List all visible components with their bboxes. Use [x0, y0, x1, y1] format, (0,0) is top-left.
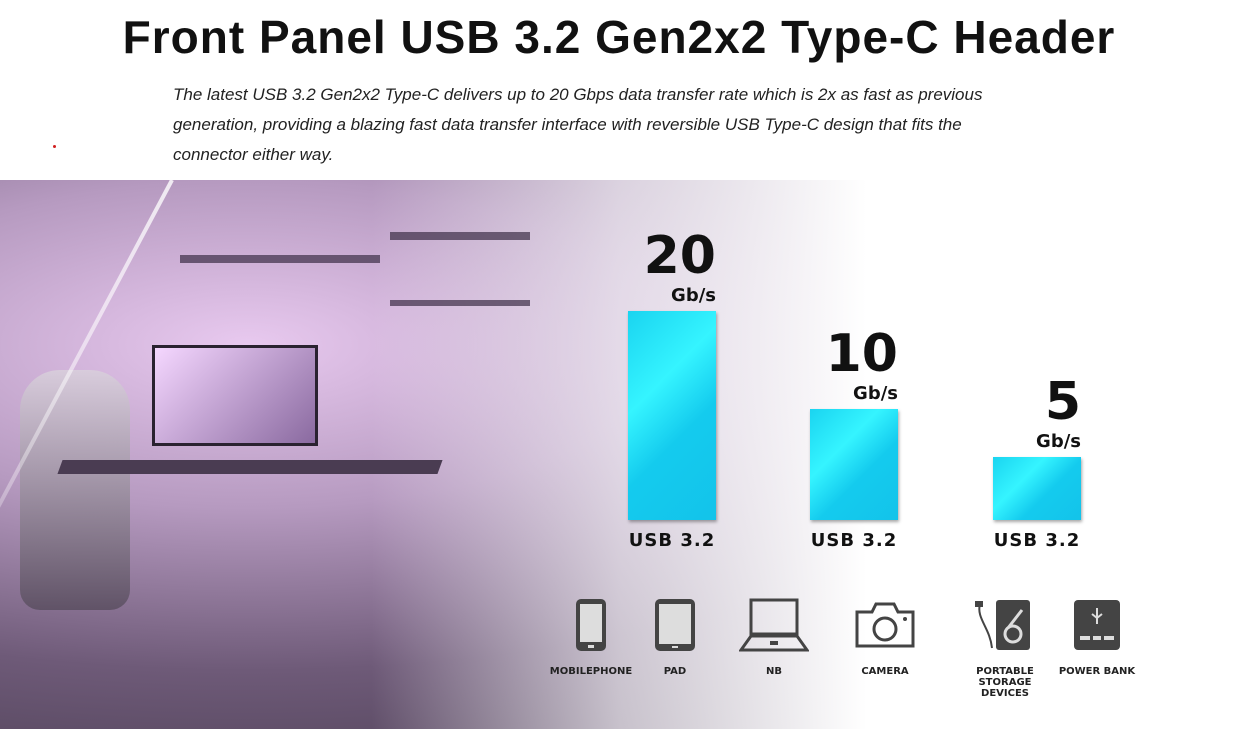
monitor [152, 345, 318, 446]
category-label: USB 3.2 [993, 530, 1081, 551]
device-pad: PAD [633, 598, 717, 677]
camera-icon [855, 602, 915, 648]
page-title: Front Panel USB 3.2 Gen2x2 Type-C Header [122, 11, 1116, 63]
value-label: 5 [1044, 372, 1081, 433]
device-camera: CAMERA [843, 598, 927, 677]
device-label: PORTABLE STORAGE DEVICES [976, 666, 1034, 699]
device-label: NB [766, 666, 782, 677]
description-line: connector either way. [173, 145, 334, 164]
unit-label: Gb/s [671, 285, 716, 306]
device-label: PAD [663, 666, 687, 677]
unit-label: Gb/s [853, 382, 898, 404]
description-line: The latest USB 3.2 Gen2x2 Type-C deliver… [173, 85, 983, 104]
bar [628, 311, 716, 520]
red-dot [53, 145, 56, 148]
unit-label: Gb/s [1036, 431, 1081, 453]
desk [57, 460, 443, 474]
value-label: 20 [643, 226, 716, 286]
device-nb: NB [732, 598, 816, 677]
bar [993, 457, 1081, 520]
portable-storage-icon [975, 600, 1030, 650]
power-bank-icon [1074, 600, 1120, 650]
bar [810, 408, 898, 520]
gaming-room-background [0, 180, 1238, 729]
shelf [180, 255, 380, 263]
category-label: USB 3.2 [810, 530, 898, 551]
laptop-icon [739, 598, 809, 652]
tablet-icon [655, 599, 695, 651]
device-mobilephone: MOBILEPHONE [549, 598, 633, 677]
device-label: POWER BANK [1058, 666, 1136, 677]
description-line: generation, providing a blazing fast dat… [173, 115, 962, 134]
device-power-bank: POWER BANK [1055, 598, 1139, 677]
category-label: USB 3.2 [628, 530, 716, 551]
shelf [390, 300, 530, 306]
device-portable-storage: PORTABLE STORAGE DEVICES [963, 598, 1047, 699]
device-label: MOBILEPHONE [549, 666, 633, 677]
device-label: CAMERA [861, 666, 909, 677]
description: The latest USB 3.2 Gen2x2 Type-C deliver… [173, 80, 1173, 170]
mobile-phone-icon [576, 599, 606, 651]
value-label: 10 [825, 323, 898, 384]
gaming-chair [20, 370, 130, 610]
shelf [390, 232, 530, 240]
